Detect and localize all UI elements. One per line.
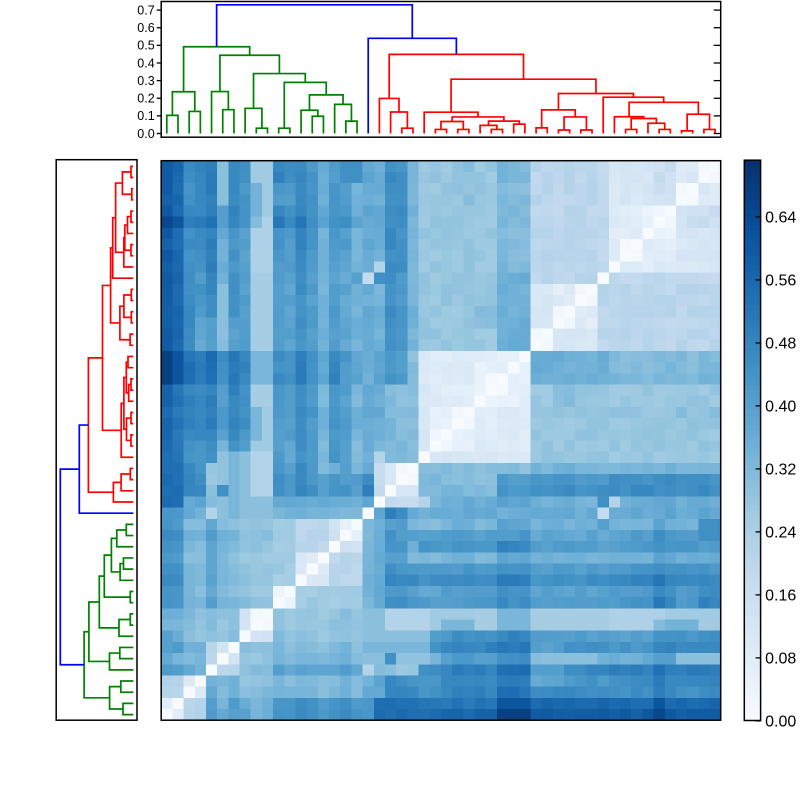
svg-text:0.6: 0.6	[137, 21, 154, 35]
svg-text:0.7: 0.7	[137, 3, 154, 17]
svg-text:0.1: 0.1	[137, 109, 154, 123]
svg-text:0.24: 0.24	[765, 524, 796, 541]
svg-text:0.0: 0.0	[137, 127, 154, 141]
svg-text:0.00: 0.00	[765, 713, 796, 730]
svg-text:0.5: 0.5	[137, 39, 154, 53]
svg-text:0.4: 0.4	[137, 56, 154, 70]
svg-text:0.56: 0.56	[765, 272, 796, 289]
svg-text:0.08: 0.08	[765, 650, 796, 667]
svg-text:0.3: 0.3	[137, 74, 154, 88]
svg-text:0.40: 0.40	[765, 398, 796, 415]
svg-text:0.64: 0.64	[765, 209, 796, 226]
svg-text:0.16: 0.16	[765, 587, 796, 604]
svg-text:0.2: 0.2	[137, 92, 154, 106]
svg-text:0.32: 0.32	[765, 461, 796, 478]
svg-text:0.48: 0.48	[765, 335, 796, 352]
